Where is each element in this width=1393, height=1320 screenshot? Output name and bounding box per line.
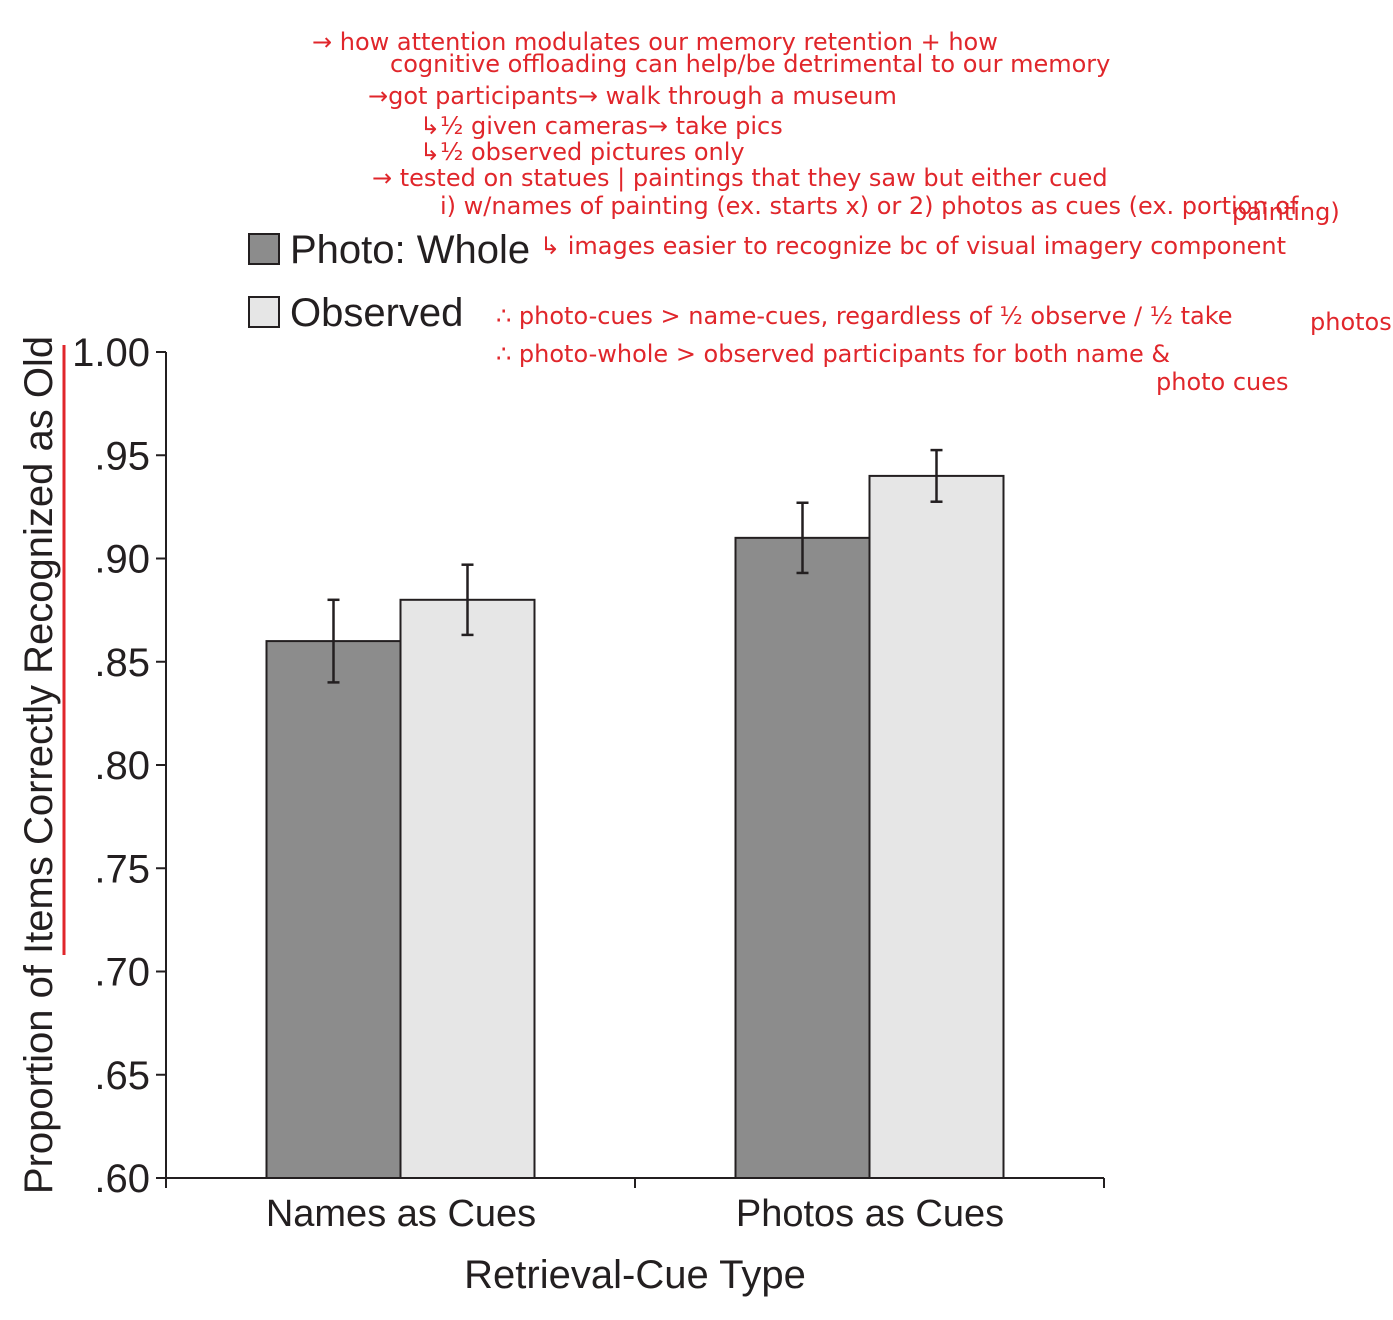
note-line-11: photos — [1310, 308, 1392, 336]
y-ticks: .60 .65 .70 .75 .80 .85 .90 .95 1.00 — [72, 331, 166, 1201]
y-tick-label: .65 — [94, 1054, 150, 1098]
bars — [265, 474, 1005, 1179]
note-line-7: i) w/names of painting (ex. starts x) or… — [440, 192, 1299, 220]
y-tick-label: .95 — [94, 434, 150, 478]
legend-label-observed: Observed — [290, 291, 463, 335]
y-tick-label: .70 — [94, 951, 150, 995]
legend-swatch-observed — [248, 296, 280, 328]
x-axis-title: Retrieval-Cue Type — [464, 1253, 806, 1297]
bar-observed-1 — [868, 474, 1005, 1179]
y-tick-label: 1.00 — [72, 331, 150, 375]
error-bar — [930, 448, 943, 503]
legend-label-photo-whole: Photo: Whole — [290, 228, 530, 272]
note-line-2: cognitive offloading can help/be detrime… — [390, 50, 1110, 78]
error-bar — [461, 563, 474, 637]
y-tick-label: .75 — [94, 847, 150, 891]
note-line-12: ∴ photo-whole > observed participants fo… — [496, 340, 1170, 368]
y-tick-label: .80 — [94, 744, 150, 788]
bar-observed-0 — [399, 598, 536, 1179]
note-line-5: ↳½ observed pictures only — [420, 138, 745, 166]
bar-photo-whole-1 — [734, 536, 871, 1179]
handwritten-notes: → how attention modulates our memory ret… — [312, 28, 1392, 396]
note-line-10: ∴ photo-cues > name-cues, regardless of … — [496, 302, 1233, 330]
legend-swatch-photo-whole — [248, 233, 280, 265]
y-axis-title: Proportion of Items Correctly Recognized… — [17, 336, 61, 1194]
note-line-13: photo cues — [1156, 368, 1289, 396]
category-label-photos: Photos as Cues — [736, 1193, 1004, 1235]
y-tick-label: .85 — [94, 641, 150, 685]
bar-photo-whole-0 — [265, 640, 402, 1179]
legend: Photo: Whole Observed — [248, 228, 530, 335]
note-line-1: → how attention modulates our memory ret… — [312, 28, 998, 56]
note-line-8: painting) — [1232, 198, 1340, 226]
y-tick-label: .60 — [94, 1157, 150, 1201]
y-tick-label: .90 — [94, 538, 150, 582]
category-label-names: Names as Cues — [266, 1193, 536, 1235]
note-line-6: → tested on statues | paintings that the… — [372, 164, 1108, 192]
error-bar — [327, 598, 340, 684]
error-bars — [327, 448, 943, 684]
error-bar — [796, 501, 809, 575]
note-line-3: →got participants→ walk through a museum — [368, 82, 897, 110]
note-line-9: ↳ images easier to recognize bc of visua… — [540, 232, 1286, 260]
note-line-4: ↳½ given cameras→ take pics — [420, 112, 783, 140]
